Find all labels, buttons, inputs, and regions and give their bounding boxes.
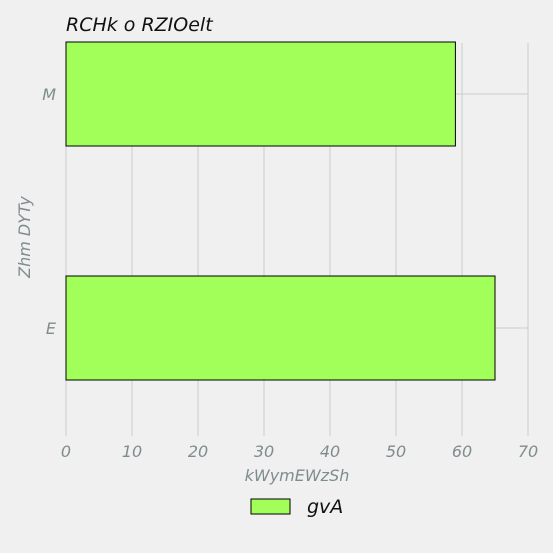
x-tick-label: 40 [320, 442, 340, 461]
x-tick-label: 0 [61, 442, 71, 461]
chart-title: RCHk o RZIOelt [66, 14, 214, 36]
y-tick-label: M [42, 85, 56, 104]
bar-M [65, 41, 456, 147]
y-axis-label: Zhm DYTy [15, 196, 34, 279]
x-tick-labels: 0 10 20 30 40 50 60 70 [61, 442, 538, 461]
x-tick-label: 10 [122, 442, 142, 461]
x-tick-label: 50 [386, 442, 406, 461]
legend: gvA [250, 496, 343, 518]
x-tick-label: 30 [254, 442, 274, 461]
bars [65, 41, 496, 381]
bar-E [65, 275, 496, 381]
y-tick-labels: ME [42, 85, 57, 338]
x-tick-label: 70 [518, 442, 538, 461]
legend-label: gvA [307, 496, 343, 518]
x-tick-label: 20 [188, 442, 208, 461]
x-axis-label: kWymEWzSh [245, 466, 350, 485]
y-tick-label: E [46, 319, 57, 338]
x-tick-label: 60 [452, 442, 472, 461]
legend-swatch [250, 498, 291, 515]
